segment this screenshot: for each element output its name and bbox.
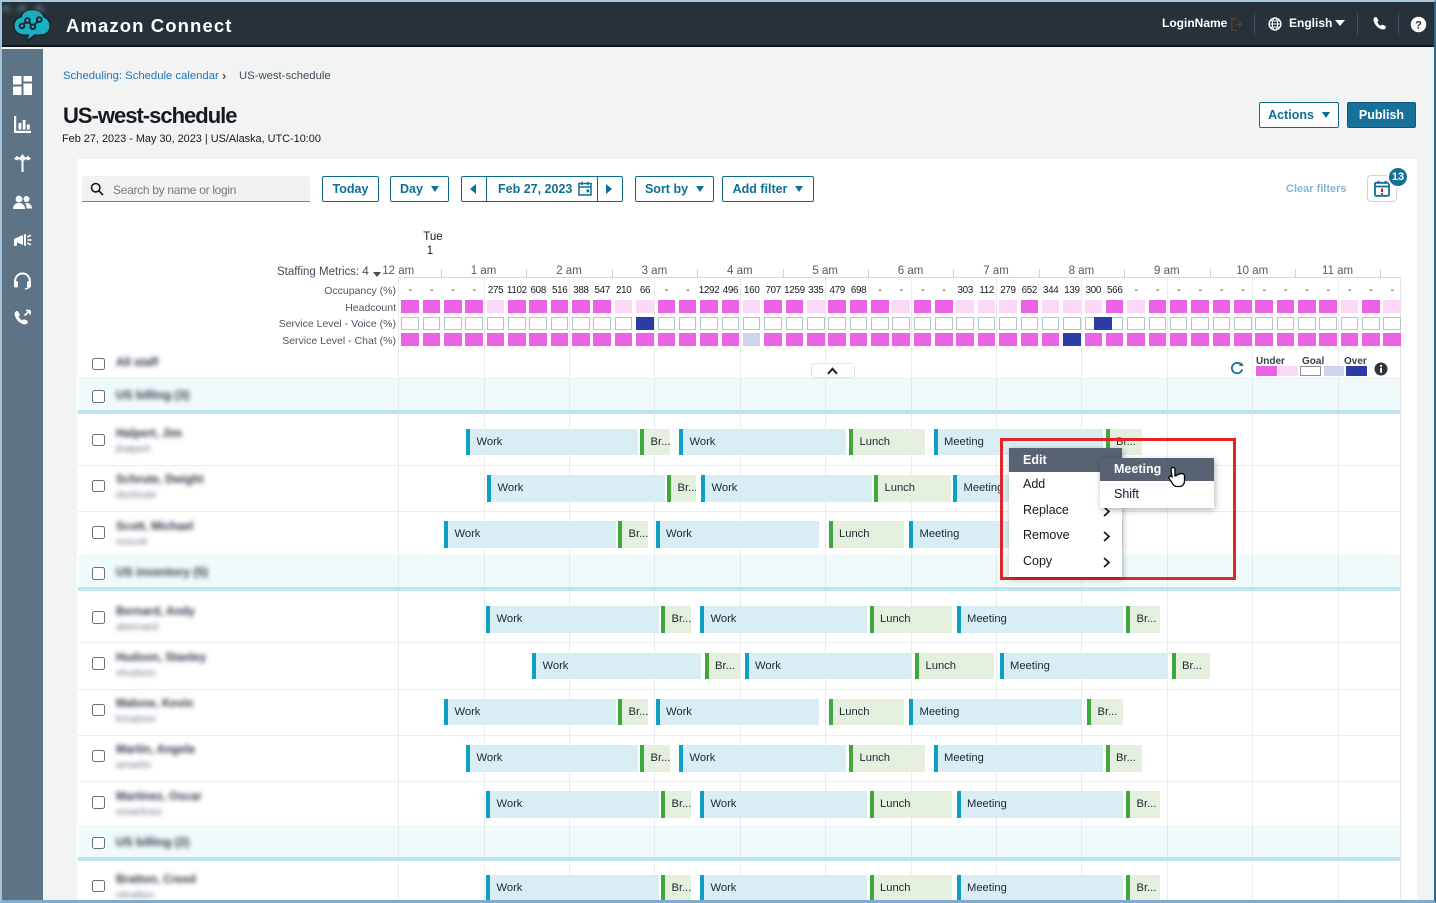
svg-text:?: ? xyxy=(1415,20,1422,32)
